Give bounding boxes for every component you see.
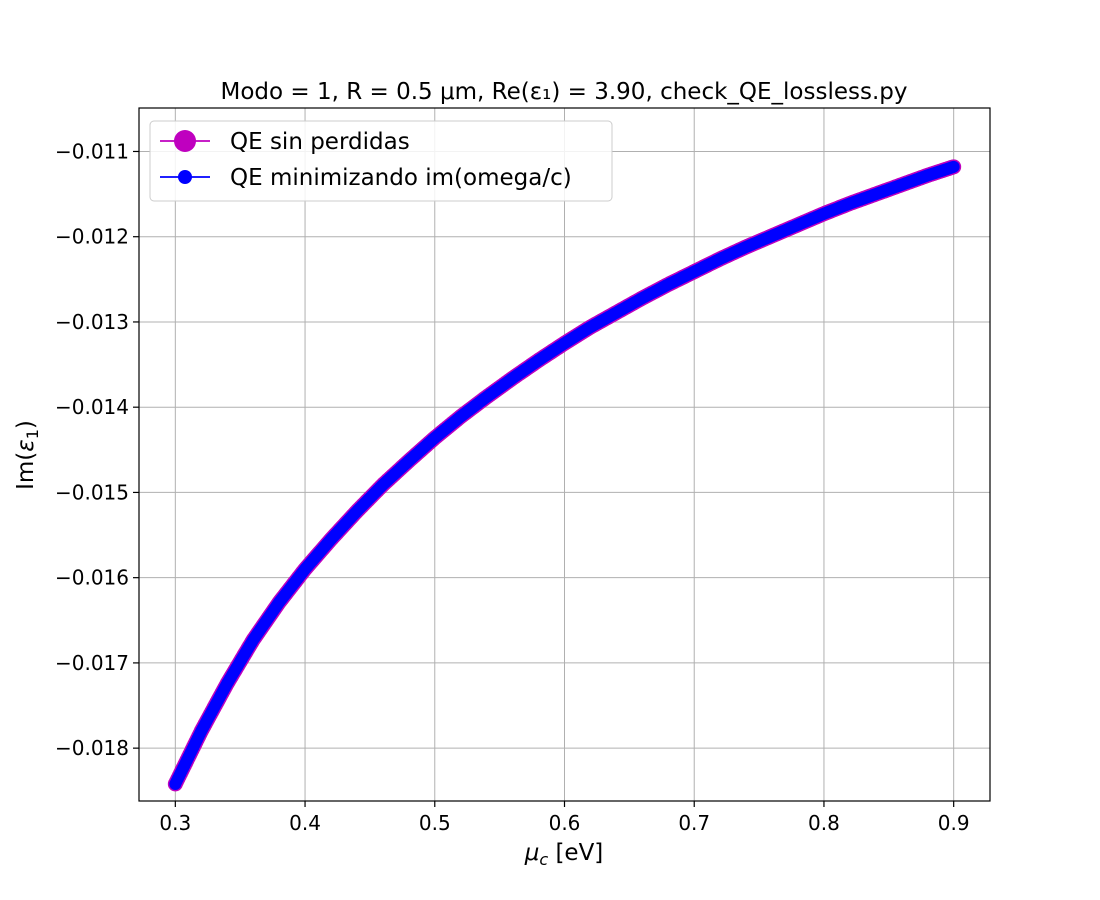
x-tick-label: 0.4: [289, 811, 321, 835]
y-tick-label: −0.018: [55, 736, 129, 760]
x-axis: 0.3 0.4 0.5 0.6 0.7 0.8 0.9: [159, 801, 970, 835]
y-tick-label: −0.016: [55, 566, 129, 590]
x-tick-label: 0.6: [549, 811, 581, 835]
legend-marker-qe-minimizando: [178, 170, 192, 184]
y-tick-label: −0.011: [55, 139, 129, 163]
data-point: [947, 160, 960, 173]
x-axis-label: μc [eV]: [524, 840, 604, 869]
x-tick-label: 0.8: [808, 811, 840, 835]
y-tick-label: −0.015: [55, 480, 129, 504]
y-tick-label: −0.012: [55, 225, 129, 249]
x-tick-label: 0.5: [419, 811, 451, 835]
legend-marker-qe-sin-perdidas: [174, 130, 196, 152]
legend-label-qe-sin-perdidas: QE sin perdidas: [230, 129, 410, 155]
x-tick-label: 0.7: [678, 811, 710, 835]
chart-title: Modo = 1, R = 0.5 μm, Re(ε₁) = 3.90, che…: [220, 79, 907, 105]
y-tick-label: −0.017: [55, 651, 129, 675]
grid: [139, 108, 990, 801]
legend-label-qe-minimizando: QE minimizando im(omega/c): [230, 165, 572, 191]
y-tick-label: −0.014: [55, 395, 129, 419]
y-axis: −0.011 −0.012 −0.013 −0.014 −0.015 −0.016 −0.0…: [55, 139, 139, 760]
x-tick-label: 0.9: [938, 811, 970, 835]
y-axis-label: Im(ε1): [13, 420, 42, 490]
legend-box: [149, 120, 613, 202]
series-layer: [167, 159, 962, 792]
x-tick-label: 0.3: [159, 811, 191, 835]
legend: QE sin perdidas QE minimizando im(omega/…: [149, 120, 613, 202]
y-tick-label: −0.013: [55, 310, 129, 334]
series-1: [169, 160, 960, 790]
